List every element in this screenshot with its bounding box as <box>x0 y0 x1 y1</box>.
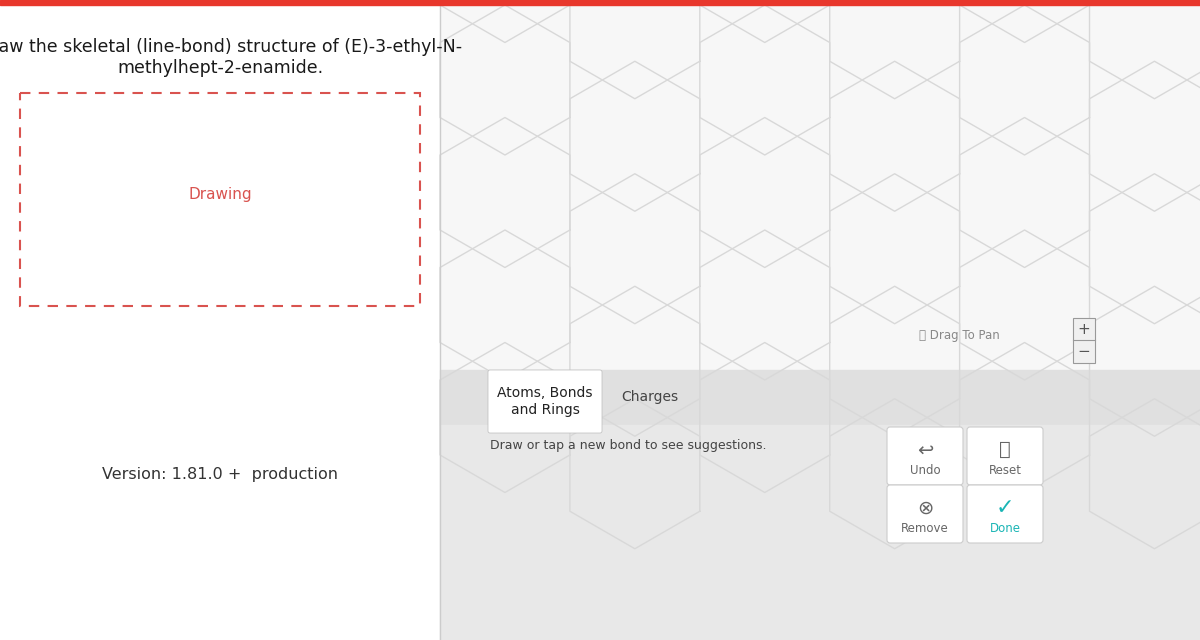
FancyBboxPatch shape <box>887 485 964 543</box>
Text: Atoms, Bonds
and Rings: Atoms, Bonds and Rings <box>497 387 593 417</box>
Text: Undo: Undo <box>910 464 941 477</box>
FancyBboxPatch shape <box>967 427 1043 485</box>
Bar <box>440 425 1200 640</box>
Text: ✋ Drag To Pan: ✋ Drag To Pan <box>919 328 1000 342</box>
Text: 🗑: 🗑 <box>1000 440 1010 460</box>
Bar <box>440 5 1200 370</box>
Text: Charges: Charges <box>622 390 678 404</box>
FancyBboxPatch shape <box>967 485 1043 543</box>
Text: ⊗: ⊗ <box>917 499 934 517</box>
Text: −: − <box>1078 344 1091 358</box>
Bar <box>0 5 440 640</box>
Text: +: + <box>1078 321 1091 337</box>
FancyBboxPatch shape <box>488 370 602 433</box>
Text: Draw the skeletal (line-bond) structure of (E)-3-ethyl-N-
methylhept-2-enamide.: Draw the skeletal (line-bond) structure … <box>0 38 462 77</box>
Text: Draw or tap a new bond to see suggestions.: Draw or tap a new bond to see suggestion… <box>490 439 767 452</box>
Bar <box>1073 318 1096 363</box>
FancyBboxPatch shape <box>887 427 964 485</box>
Bar <box>0 0 1200 5</box>
Text: Done: Done <box>990 522 1020 535</box>
Text: Version: 1.81.0 +  production: Version: 1.81.0 + production <box>102 467 338 481</box>
Text: ✓: ✓ <box>996 498 1014 518</box>
Text: ↩: ↩ <box>917 440 934 460</box>
Text: Remove: Remove <box>901 522 949 535</box>
Bar <box>440 370 1200 425</box>
Bar <box>20 93 420 306</box>
Text: Drawing: Drawing <box>188 188 252 202</box>
Text: Reset: Reset <box>989 464 1021 477</box>
